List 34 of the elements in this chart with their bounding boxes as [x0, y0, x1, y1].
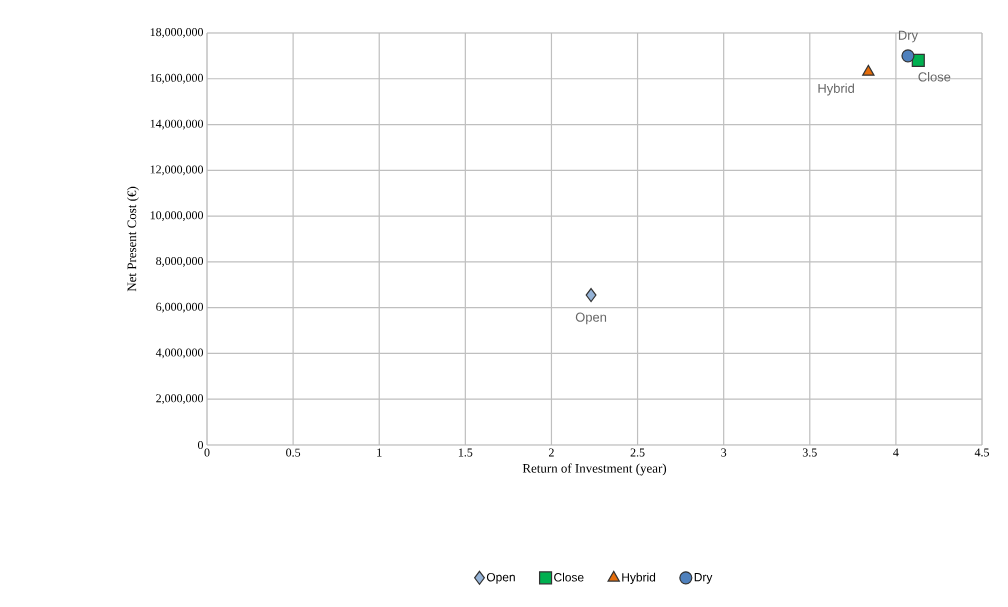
- x-tick-label: 4: [893, 448, 899, 457]
- annotation: Hybrid: [818, 83, 854, 96]
- x-tick-label: 2.5: [630, 448, 645, 457]
- x-tick-label: 3.5: [802, 448, 817, 457]
- x-axis-title: Return of Investment (year): [522, 463, 667, 476]
- x-tick-label: 3: [721, 448, 727, 457]
- x-tick-label: 1.5: [458, 448, 473, 457]
- point: [911, 53, 925, 68]
- legend-label: Hybrid: [622, 572, 656, 584]
- point: [862, 64, 875, 76]
- annotation: Dry: [898, 30, 918, 43]
- annotation: Close: [918, 71, 951, 82]
- y-tick-label: 0: [197, 440, 204, 450]
- y-tick-label: 10,000,000: [150, 211, 204, 221]
- x-tick-label: 4.5: [974, 448, 990, 457]
- x-tick-label: 0.5: [286, 448, 301, 457]
- y-tick-label: 12,000,000: [150, 165, 204, 176]
- x-tick-label: 2: [548, 448, 554, 457]
- annotation: Open: [575, 312, 607, 325]
- y-tick-label: 18,000,000: [150, 28, 204, 38]
- x-tick-label: 0: [204, 448, 210, 457]
- y-axis-title: Net Present Cost (€): [127, 186, 139, 292]
- legend-label: Close: [554, 572, 584, 582]
- y-tick-label: 2,000,000: [156, 394, 204, 405]
- x-tick-label: 1: [377, 448, 382, 457]
- legend-label: Dry: [694, 573, 713, 584]
- y-tick-label: 14,000,000: [150, 119, 204, 130]
- legend-label: Open: [486, 572, 515, 584]
- point: [585, 287, 597, 303]
- y-tick-label: 8,000,000: [156, 256, 204, 267]
- y-tick-label: 4,000,000: [155, 348, 204, 359]
- point: [901, 49, 915, 63]
- y-tick-label: 16,000,000: [150, 73, 204, 84]
- y-tick-label: 6,000,000: [156, 302, 204, 313]
